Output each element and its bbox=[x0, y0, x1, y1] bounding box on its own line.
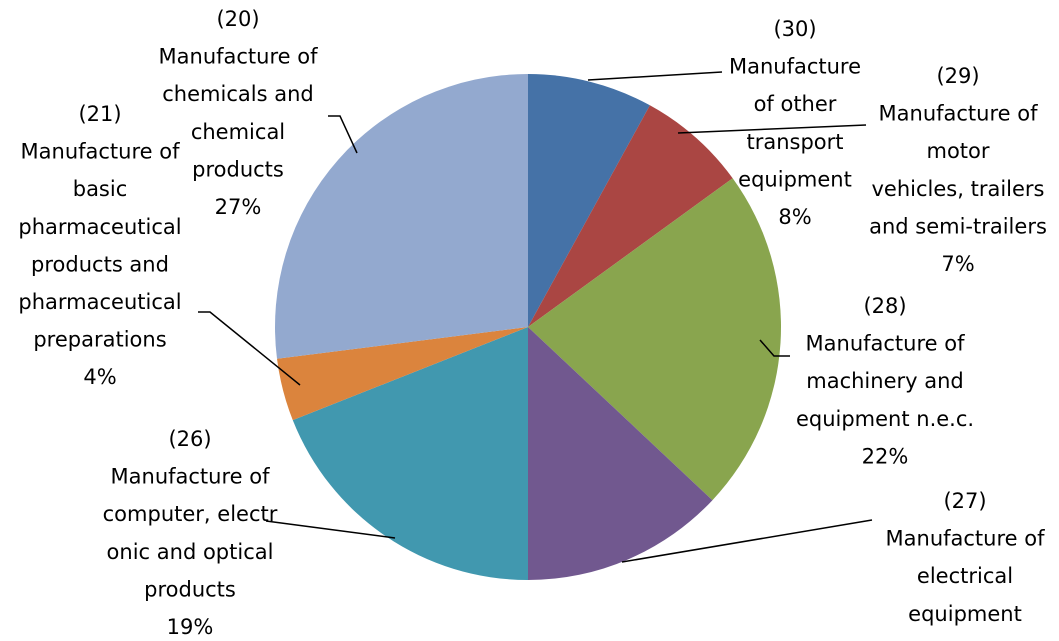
pie-slice bbox=[528, 74, 650, 327]
leader-line bbox=[198, 311, 301, 386]
leader-line bbox=[265, 520, 396, 539]
leader-line bbox=[621, 519, 873, 563]
slice-label: (21) Manufacture of basic pharmaceutical pro… bbox=[18, 102, 181, 352]
slice-label: (28) Manufacture of machinery and equipment… bbox=[796, 294, 974, 431]
value-label: 13% bbox=[942, 639, 989, 641]
pie-slice bbox=[292, 327, 528, 580]
value-label: 22% bbox=[862, 444, 909, 468]
leader-line bbox=[677, 124, 867, 134]
leader-line bbox=[587, 71, 723, 81]
slice-label: (29) Manufacture of motor vehicles, trailer… bbox=[869, 64, 1047, 238]
value-label: 7% bbox=[941, 252, 974, 276]
leader-line bbox=[759, 339, 790, 357]
value-label: 19% bbox=[167, 615, 214, 639]
value-label: 8% bbox=[778, 205, 811, 229]
slice-label: (27) Manufacture of electrical equipment bbox=[886, 489, 1046, 626]
slice-label: (20) Manufacture of chemicals and chemical p… bbox=[159, 7, 319, 181]
slice-label: (30) Manufacture of other transport equipmen… bbox=[729, 17, 861, 191]
value-label: 4% bbox=[83, 365, 116, 389]
value-label: 27% bbox=[215, 195, 262, 219]
leader-line bbox=[328, 115, 358, 154]
pie-slice bbox=[528, 105, 733, 328]
pie-slice bbox=[275, 74, 528, 359]
slice-label: (26) Manufacture of computer, electr onic a… bbox=[103, 427, 278, 601]
pie-slice bbox=[528, 178, 781, 501]
pie-slice bbox=[276, 327, 528, 421]
pie-slice bbox=[528, 327, 713, 580]
